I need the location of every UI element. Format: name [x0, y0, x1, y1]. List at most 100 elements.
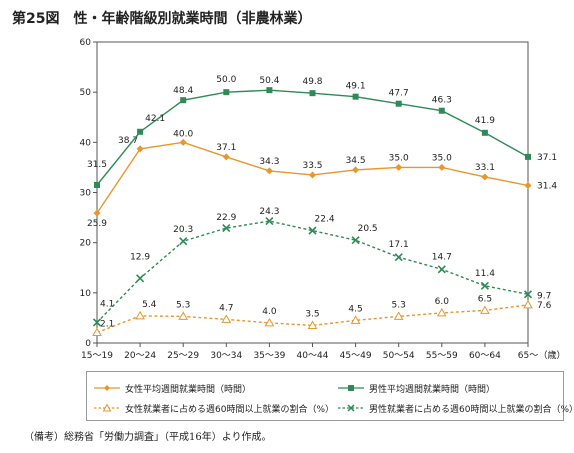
data-point-m_ratio	[523, 290, 533, 299]
legend-x-dashed-icon	[338, 404, 364, 412]
source-note: （備考）総務省「労働力調査」（平成16年）より作成。	[24, 432, 272, 443]
data-label-f_ratio: 7.6	[537, 301, 552, 311]
data-point-m_hours	[223, 89, 230, 96]
legend-item-female-hours: 女性平均週間就業時間（時間）	[93, 380, 251, 396]
data-point-m_ratio	[351, 236, 360, 245]
legend-triangle-dashed-icon	[94, 403, 120, 412]
figure-title-text: 性・年齢階級別就業時間（非農林業）	[73, 11, 312, 27]
y-tick-label: 60	[80, 38, 92, 48]
data-point-f_ratio	[221, 314, 232, 323]
y-tick-label: 0	[85, 339, 91, 349]
data-label-m_ratio: 4.1	[100, 299, 114, 309]
data-label-m_hours: 41.9	[475, 116, 495, 126]
data-label-f_ratio: 4.5	[348, 304, 362, 314]
data-label-f_ratio: 6.5	[478, 294, 492, 304]
data-label-m_hours: 48.4	[173, 86, 193, 96]
data-point-f_hours	[438, 163, 446, 171]
data-point-f_hours	[93, 209, 101, 217]
data-label-m_ratio: 22.9	[216, 213, 236, 223]
data-point-m_hours	[137, 128, 144, 135]
data-point-m_hours	[180, 97, 187, 104]
x-tick-label: 50～54	[383, 351, 415, 361]
data-point-f_hours	[352, 166, 360, 174]
data-point-f_ratio	[264, 317, 275, 327]
legend-diamond-line-icon	[94, 385, 120, 391]
data-point-m_ratio	[92, 318, 102, 327]
data-label-f_hours: 34.5	[346, 156, 366, 166]
data-label-f_ratio: 3.5	[305, 309, 319, 319]
data-point-m_ratio	[179, 237, 188, 246]
data-point-f_ratio	[393, 311, 404, 320]
data-label-m_ratio: 17.1	[389, 240, 409, 250]
data-point-m_hours	[266, 87, 273, 94]
data-label-f_hours: 34.3	[259, 157, 279, 167]
chart-legend: 女性平均週間就業時間（時間） 男性平均週間就業時間（時間） 女性就業者に占める週…	[86, 371, 574, 421]
data-label-f_ratio: 2.1	[100, 319, 114, 329]
data-point-m_ratio	[136, 274, 145, 283]
x-tick-label: 25～29	[167, 351, 199, 361]
data-point-m_ratio	[222, 224, 231, 233]
data-point-m_hours	[395, 100, 402, 107]
data-point-m_hours	[525, 153, 531, 160]
data-label-f_hours: 40.0	[173, 129, 193, 139]
data-point-f_hours	[179, 138, 187, 146]
data-point-m_hours	[438, 107, 445, 114]
y-tick-label: 10	[80, 289, 92, 299]
data-point-m_hours	[352, 93, 359, 100]
data-point-f_hours	[136, 145, 144, 153]
data-label-f_hours: 33.1	[475, 163, 495, 173]
legend-label-male-ratio: 男性就業者に占める週60時間以上就業の割合（%）	[369, 404, 574, 415]
x-tick-label: 45～49	[340, 351, 372, 361]
data-label-m_ratio: 24.3	[259, 207, 279, 217]
data-point-f_hours	[395, 163, 403, 171]
y-tick-label: 30	[80, 189, 92, 199]
data-label-m_hours: 31.5	[87, 160, 107, 170]
x-tick-label: 35～39	[253, 351, 285, 361]
data-point-m_hours	[94, 181, 100, 188]
data-point-f_hours	[481, 173, 489, 181]
data-label-m_hours: 50.4	[259, 76, 279, 86]
x-tick-label: 15～19	[81, 351, 113, 361]
data-point-f_ratio	[178, 311, 189, 320]
data-label-f_ratio: 4.0	[262, 307, 277, 317]
data-label-f_hours: 35.0	[389, 153, 409, 163]
data-point-f_ratio	[436, 307, 447, 317]
legend-square-line-icon	[338, 385, 364, 391]
data-label-m_ratio: 22.4	[315, 215, 335, 225]
legend-item-female-ratio: 女性就業者に占める週60時間以上就業の割合（%）	[93, 400, 334, 416]
line-chart: 0 10 20 30 40 50 60 15～19 20～24 25～29 30～34 35～39 40…	[80, 38, 566, 361]
figure-title: 第25図 性・年齢階級別就業時間（非農林業）	[12, 8, 311, 28]
data-label-m_ratio: 20.3	[173, 225, 193, 235]
data-point-f_hours	[265, 167, 273, 175]
data-point-f_ratio	[135, 310, 145, 320]
legend-label-male-hours: 男性平均週間就業時間（時間）	[369, 384, 496, 395]
x-tick-label: 65～	[518, 351, 538, 361]
x-tick-label: 60～64	[469, 351, 501, 361]
data-label-f_ratio: 6.0	[435, 297, 450, 307]
data-point-m_ratio	[265, 217, 274, 226]
legend-label-female-ratio: 女性就業者に占める週60時間以上就業の割合（%）	[125, 404, 335, 415]
data-point-m_hours	[309, 90, 316, 97]
data-point-f_ratio	[480, 305, 490, 314]
legend-label-female-hours: 女性平均週間就業時間（時間）	[125, 384, 252, 395]
data-label-m_ratio: 14.7	[432, 252, 452, 262]
data-label-f_hours: 31.4	[537, 181, 557, 191]
data-point-m_ratio	[437, 265, 446, 274]
data-point-m_ratio	[394, 253, 403, 262]
series-line-m_ratio	[96, 220, 529, 323]
data-label-m_ratio: 9.7	[537, 291, 551, 301]
data-label-f_ratio: 5.4	[142, 300, 157, 310]
data-label-f_hours: 35.0	[432, 153, 452, 163]
data-label-f_ratio: 4.7	[219, 303, 233, 313]
data-point-f_hours	[309, 171, 316, 179]
data-label-m_ratio: 11.4	[475, 269, 495, 279]
data-label-f_ratio: 5.3	[176, 300, 190, 310]
x-axis-unit: （歳）	[538, 349, 565, 361]
data-label-f_hours: 37.1	[216, 143, 236, 153]
figure-number: 第25図	[12, 11, 60, 27]
x-tick-label: 55～59	[426, 351, 458, 361]
data-label-m_hours: 37.1	[537, 153, 557, 163]
x-tick-label: 40～44	[297, 351, 329, 361]
data-label-m_ratio: 20.5	[358, 224, 378, 234]
data-label-f_hours: 33.5	[302, 161, 322, 171]
